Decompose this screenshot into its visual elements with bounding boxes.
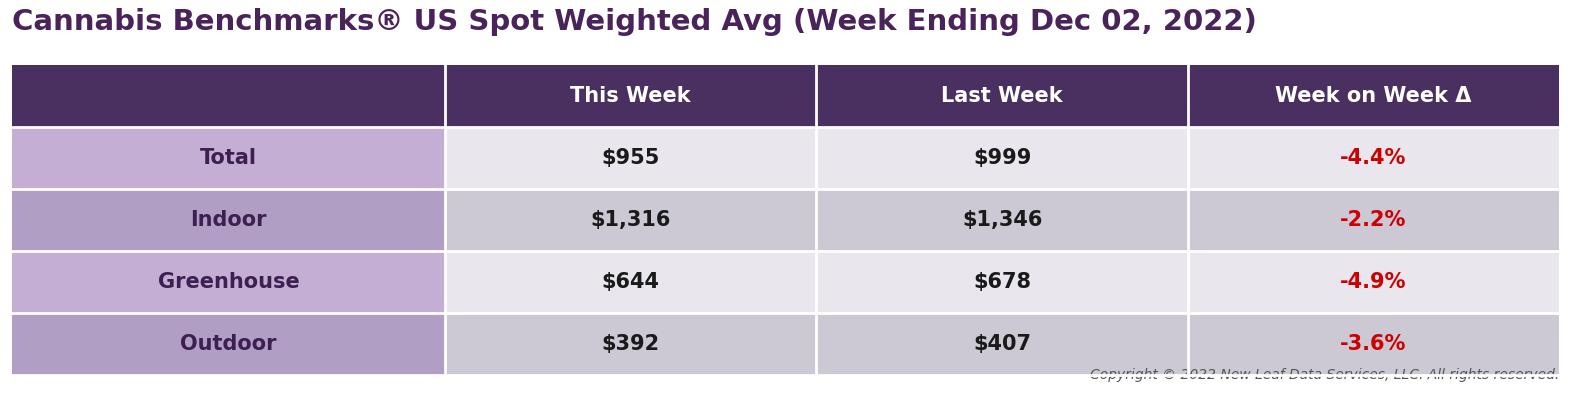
Bar bbox=[817, 251, 1188, 313]
Text: $999: $999 bbox=[972, 148, 1031, 168]
Bar bbox=[817, 127, 1188, 189]
Text: Outdoor: Outdoor bbox=[181, 334, 276, 354]
Bar bbox=[1188, 313, 1558, 375]
Text: -2.2%: -2.2% bbox=[1340, 210, 1406, 230]
Text: $1,316: $1,316 bbox=[591, 210, 671, 230]
Text: Copyright © 2022 New Leaf Data Services, LLC. All rights reserved.: Copyright © 2022 New Leaf Data Services,… bbox=[1090, 368, 1558, 382]
Text: Week on Week Δ: Week on Week Δ bbox=[1276, 86, 1472, 106]
Bar bbox=[445, 127, 817, 189]
Bar bbox=[1188, 127, 1558, 189]
Bar bbox=[13, 313, 445, 375]
Text: $407: $407 bbox=[972, 334, 1031, 354]
Text: Greenhouse: Greenhouse bbox=[157, 272, 300, 292]
Text: -4.9%: -4.9% bbox=[1340, 272, 1406, 292]
Text: $955: $955 bbox=[602, 148, 660, 168]
Text: Indoor: Indoor bbox=[190, 210, 267, 230]
Text: Last Week: Last Week bbox=[941, 86, 1064, 106]
Bar bbox=[445, 251, 817, 313]
Text: Total: Total bbox=[200, 148, 258, 168]
Text: $644: $644 bbox=[602, 272, 660, 292]
Bar bbox=[1188, 251, 1558, 313]
Text: -3.6%: -3.6% bbox=[1340, 334, 1406, 354]
Text: Cannabis Benchmarks® US Spot Weighted Avg (Week Ending Dec 02, 2022): Cannabis Benchmarks® US Spot Weighted Av… bbox=[13, 8, 1257, 36]
Bar bbox=[1188, 189, 1558, 251]
Text: $392: $392 bbox=[602, 334, 660, 354]
Bar bbox=[13, 251, 445, 313]
Bar bbox=[817, 189, 1188, 251]
Bar bbox=[13, 127, 445, 189]
Text: $1,346: $1,346 bbox=[961, 210, 1042, 230]
Text: $678: $678 bbox=[972, 272, 1031, 292]
Bar bbox=[817, 313, 1188, 375]
Bar bbox=[445, 313, 817, 375]
Text: This Week: This Week bbox=[570, 86, 691, 106]
Bar bbox=[13, 65, 1558, 127]
Bar bbox=[445, 189, 817, 251]
Text: -4.4%: -4.4% bbox=[1340, 148, 1406, 168]
Bar bbox=[13, 189, 445, 251]
